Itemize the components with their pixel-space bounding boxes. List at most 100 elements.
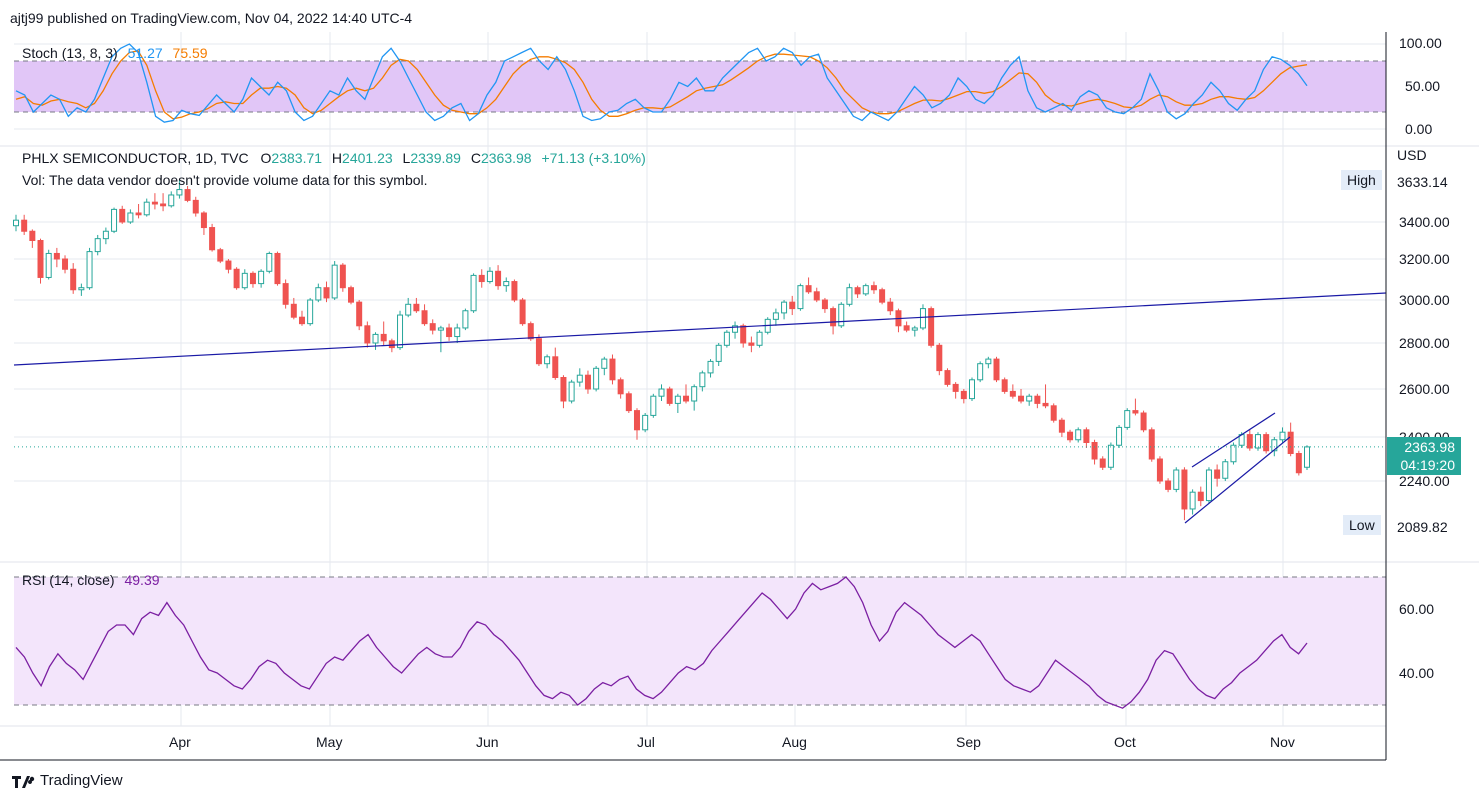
candle-up (1116, 426, 1123, 446)
candle-down (1148, 429, 1155, 460)
stoch-legend: Stoch (13, 8, 3) 51.27 75.59 (22, 45, 208, 61)
candle-down (1018, 395, 1025, 402)
candle-up (405, 303, 412, 316)
stoch-band (14, 61, 1386, 112)
candle-down (1099, 458, 1106, 468)
candle-down (936, 344, 943, 372)
candle-down (217, 249, 224, 262)
price-tick-2240: 2240.00 (1399, 473, 1450, 489)
candle-up (862, 285, 869, 295)
candle-down (421, 310, 428, 325)
candle-down (960, 390, 967, 400)
candle-up (968, 379, 975, 400)
candle-up (1222, 461, 1229, 479)
candle-up (266, 252, 273, 272)
stoch-tick-100: 100.00 (1399, 35, 1442, 51)
month-label: May (316, 734, 343, 750)
trendline-long (13, 292, 1387, 366)
price-tick-3000: 3000.00 (1399, 292, 1450, 308)
candle-up (838, 303, 845, 327)
candle-up (503, 281, 510, 287)
candle-down (1058, 419, 1065, 433)
price-pane (13, 180, 1387, 524)
candle-down (446, 327, 453, 338)
candle-up (315, 287, 322, 301)
candle-up (642, 414, 649, 431)
candle-down (1165, 480, 1172, 490)
candle-down (209, 227, 216, 251)
candle-down (511, 281, 518, 301)
candle-down (1181, 469, 1188, 510)
rsi-tick-60: 60.00 (1399, 601, 1435, 617)
candle-up (1189, 491, 1196, 510)
candle-up (470, 274, 477, 312)
stoch-k-value: 51.27 (127, 45, 163, 61)
publisher-header: ajtj99 published on TradingView.com, Nov… (10, 10, 413, 26)
stoch-d-value: 75.59 (172, 45, 208, 61)
candle-up (307, 299, 314, 325)
candle-up (127, 212, 134, 223)
candle-down (274, 252, 281, 285)
candle-down (62, 258, 69, 270)
candle-down (323, 287, 330, 299)
candle-down (535, 338, 542, 365)
candle-up (919, 308, 926, 329)
candle-down (348, 287, 355, 303)
month-label: Jun (476, 734, 499, 750)
stoch-d-line (15, 50, 1308, 120)
candle-down (993, 358, 1000, 381)
candle-down (560, 377, 567, 402)
candle-up (658, 388, 665, 397)
candle-up (1230, 444, 1237, 463)
stoch-pane (14, 43, 1386, 123)
candle-up (593, 367, 600, 390)
candle-up (1173, 469, 1180, 490)
candle-up (674, 395, 681, 404)
candle-up (707, 360, 714, 374)
price-axis (0, 32, 1387, 761)
candle-down (1140, 412, 1147, 431)
candle-down (1067, 431, 1074, 441)
stoch-label: Stoch (13, 8, 3) (22, 45, 118, 61)
candle-up (985, 358, 992, 365)
candle-down (1246, 434, 1253, 449)
month-label: Oct (1114, 734, 1136, 750)
candle-down (1050, 405, 1057, 421)
tradingview-logo[interactable]: TradingView (12, 772, 123, 789)
candle-down (298, 316, 305, 325)
stoch-k-line (15, 43, 1308, 123)
low-value: 2089.82 (1397, 519, 1448, 535)
candle-down (1295, 453, 1302, 474)
rsi-legend: RSI (14, close) 49.39 (22, 572, 160, 588)
last-price-badge: 2363.98 04:19:20 (1387, 437, 1461, 475)
stoch-tick-50: 50.00 (1405, 78, 1441, 94)
candle-up (568, 381, 575, 402)
candle-up (1271, 439, 1278, 452)
candle-up (1107, 444, 1114, 468)
candle-down (290, 303, 297, 318)
candle-up (176, 189, 183, 196)
candle-down (429, 323, 436, 331)
candle-up (45, 252, 52, 278)
candle-up (732, 325, 739, 333)
month-label: Nov (1270, 734, 1295, 750)
bar-countdown: 04:19:20 (1400, 457, 1456, 473)
candle-up (86, 251, 93, 289)
candle-up (601, 358, 608, 369)
candle-up (699, 372, 706, 388)
candle-down (1001, 379, 1008, 392)
candle-down (37, 240, 44, 278)
last-price: 2363.98 (1404, 439, 1455, 455)
candle-up (372, 333, 379, 344)
candle-up (715, 344, 722, 362)
candle-down (151, 201, 158, 205)
candle-up (94, 238, 101, 253)
candle-down (1132, 410, 1139, 414)
candle-up (397, 314, 404, 349)
candle-down (478, 274, 485, 283)
ohlc-open: O2383.71 (260, 150, 323, 166)
candle-down (519, 299, 526, 325)
candle-down (119, 208, 126, 223)
candle-up (241, 272, 248, 289)
